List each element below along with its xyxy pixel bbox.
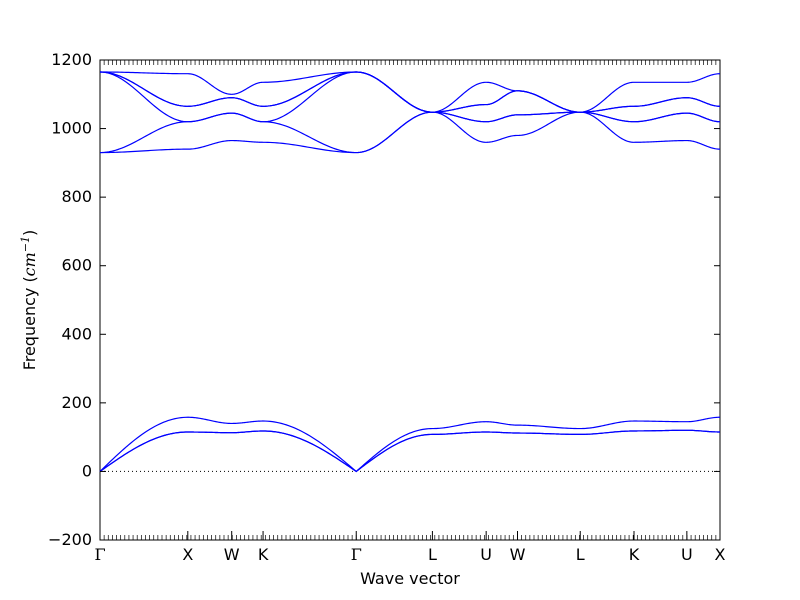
y-tick-label: 600	[61, 256, 92, 275]
y-tick-label: 0	[82, 461, 92, 480]
x-tick-label: Γ	[351, 545, 362, 564]
band-optic_6	[100, 71, 721, 113]
x-tick-label: X	[182, 545, 193, 564]
band-optic_3	[99, 71, 721, 123]
y-axis-label: Frequency (cm−1)	[19, 230, 40, 371]
x-tick-label: U	[480, 545, 492, 564]
y-tick-label: −200	[48, 530, 92, 549]
plot-area	[99, 59, 721, 541]
x-tick-label: K	[258, 545, 269, 564]
y-tick-label: 800	[61, 187, 92, 206]
y-tick-label: 1000	[51, 119, 92, 138]
x-tick-label: U	[681, 545, 693, 564]
x-tick-label: Γ	[94, 545, 105, 564]
plot-background	[100, 60, 720, 540]
band-optic_1	[100, 111, 721, 154]
x-tick-label: L	[576, 545, 585, 564]
band-acoustic_2	[99, 429, 720, 473]
y-tick-label: 400	[61, 324, 92, 343]
x-tick-label: W	[224, 545, 240, 564]
x-axis-label: Wave vector	[360, 569, 460, 588]
x-tick-label: W	[510, 545, 526, 564]
x-tick-label: L	[428, 545, 437, 564]
band-optic_5	[99, 71, 721, 113]
x-tick-label: K	[629, 545, 640, 564]
band-longitudinal_acoustic	[99, 416, 720, 473]
axis-ticks	[99, 59, 721, 541]
y-tick-label: 1200	[51, 50, 92, 69]
band-lines	[99, 71, 721, 473]
x-tick-label: X	[715, 545, 726, 564]
y-tick-label: 200	[61, 393, 92, 412]
